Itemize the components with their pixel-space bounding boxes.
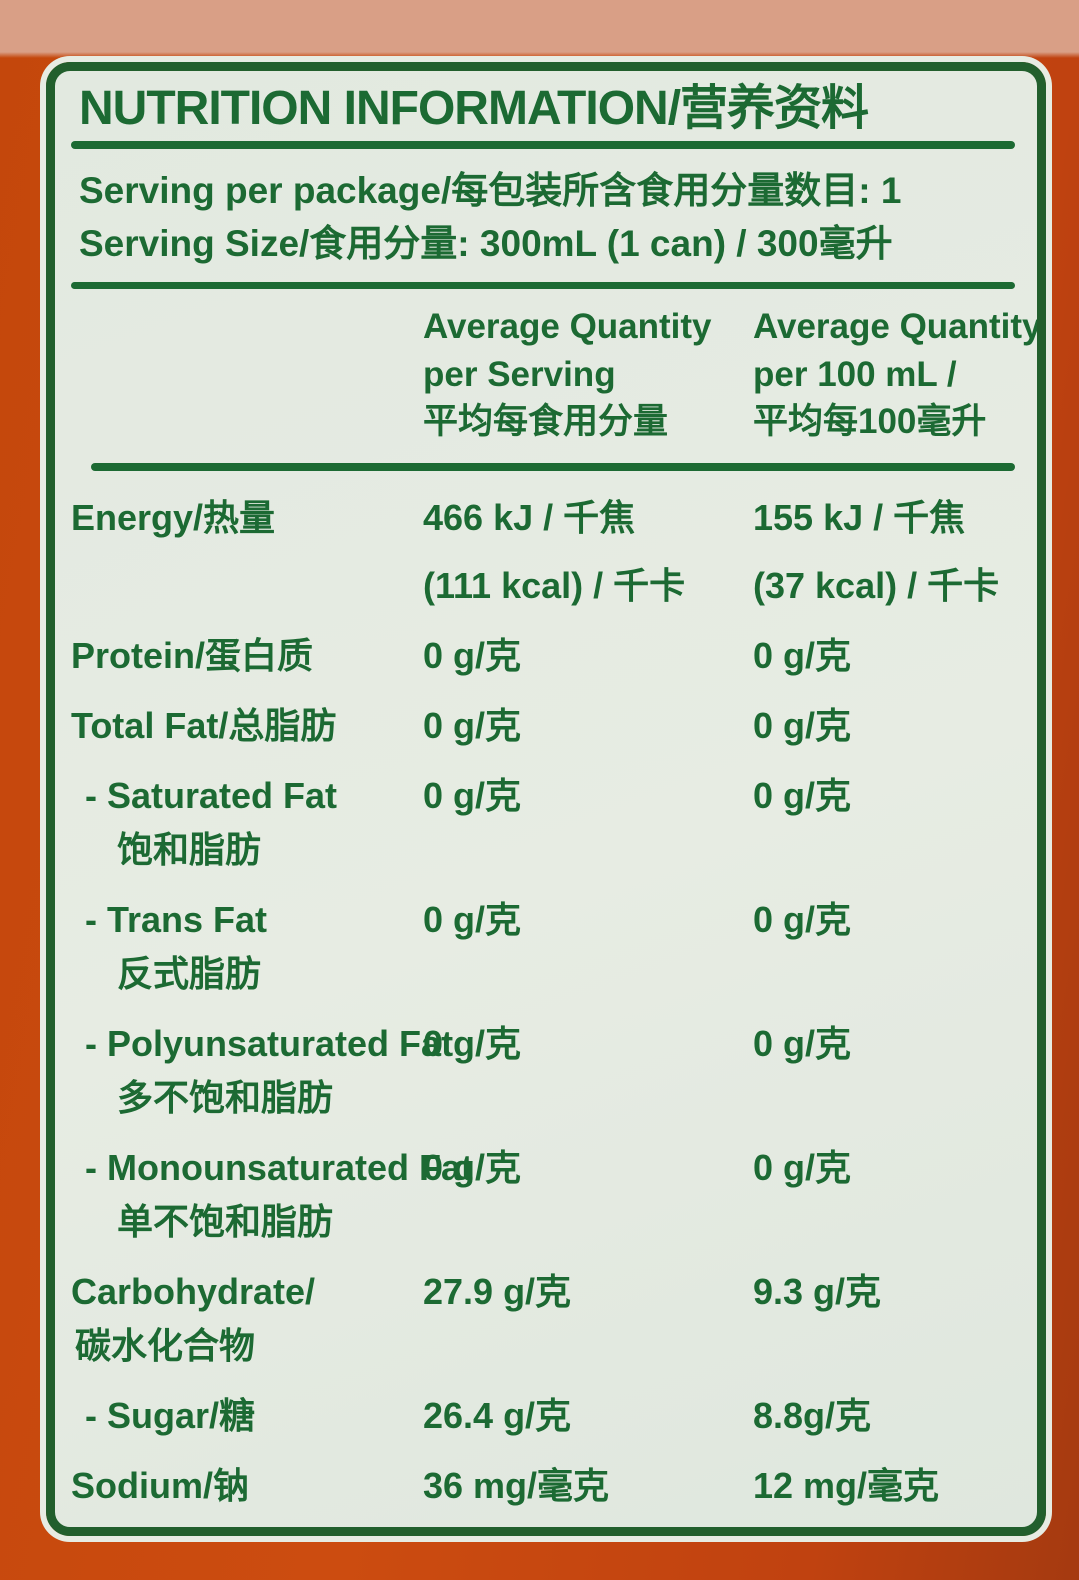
value-per-serving: 0 g/克 <box>423 705 522 746</box>
section-divider-columns <box>91 463 1015 471</box>
value-per-100ml: 0 g/克 <box>753 635 852 676</box>
column-header-per-100ml: Average Quantity per 100 mL / 平均每100毫升 <box>753 303 1042 445</box>
row-label-chinese: 碳水化合物 <box>75 1325 256 1366</box>
value-per-100ml: 0 g/克 <box>753 899 852 940</box>
table-row-saturated-fat: - Saturated Fat 饱和脂肪 0 g/克 0 g/克 <box>71 769 1015 877</box>
value-per-serving: 0 g/克 <box>423 1147 522 1188</box>
table-row-protein: Protein/蛋白质 0 g/克 0 g/克 <box>71 629 1015 683</box>
serving-size: Serving Size/食用分量: 300mL (1 can) / 300毫升 <box>79 222 893 264</box>
row-label: - Trans Fat <box>85 899 268 940</box>
row-label: - Monounsaturated Fat <box>85 1147 473 1188</box>
row-label-chinese: 多不饱和脂肪 <box>117 1077 334 1118</box>
row-label: Protein/蛋白质 <box>71 635 314 676</box>
column-header-line: per Serving <box>423 354 616 394</box>
value-per-100ml: 0 g/克 <box>753 1023 852 1064</box>
table-row-trans-fat: - Trans Fat 反式脂肪 0 g/克 0 g/克 <box>71 893 1015 1001</box>
value-per-serving: 27.9 g/克 <box>423 1271 572 1312</box>
table-row-carbohydrate: Carbohydrate/ 碳水化合物 27.9 g/克 9.3 g/克 <box>71 1265 1015 1373</box>
row-label: - Saturated Fat <box>85 775 338 816</box>
value-line: 466 kJ / 千焦 <box>423 497 636 538</box>
row-label: Sodium/钠 <box>71 1465 249 1506</box>
row-label-chinese: 饱和脂肪 <box>117 829 262 870</box>
row-label: - Polyunsaturated Fat <box>85 1023 454 1064</box>
row-label: - Sugar/糖 <box>85 1395 256 1436</box>
value-per-serving: 0 g/克 <box>423 1023 522 1064</box>
column-header-line: Average Quantity <box>753 307 1042 347</box>
value-per-serving: 0 g/克 <box>423 899 522 940</box>
value-per-serving: 466 kJ / 千焦 (111 kcal) / 千卡 <box>423 491 753 613</box>
row-label: Carbohydrate/ <box>71 1271 316 1312</box>
column-header-spacer <box>71 303 423 445</box>
serving-info: Serving per package/每包装所含食用分量数目: 1 Servi… <box>71 165 1015 270</box>
table-row-sodium: Sodium/钠 36 mg/毫克 12 mg/毫克 <box>71 1459 1015 1513</box>
column-header-line: 平均每100毫升 <box>753 401 987 441</box>
serving-per-package: Serving per package/每包装所含食用分量数目: 1 <box>79 170 902 212</box>
row-label: Total Fat/总脂肪 <box>71 705 337 746</box>
column-header-line: Average Quantity <box>423 307 712 347</box>
value-per-100ml: 8.8g/克 <box>753 1395 872 1436</box>
section-divider-top <box>71 282 1015 290</box>
value-per-100ml: 155 kJ / 千焦 (37 kcal) / 千卡 <box>753 491 1015 613</box>
value-per-100ml: 0 g/克 <box>753 775 852 816</box>
nutrition-label: NUTRITION INFORMATION/营养资料 Serving per p… <box>46 62 1046 1536</box>
column-header-per-serving: Average Quantity per Serving 平均每食用分量 <box>423 303 753 445</box>
value-per-serving: 0 g/克 <box>423 775 522 816</box>
value-per-100ml: 0 g/克 <box>753 1147 852 1188</box>
column-header-line: per 100 mL / <box>753 354 957 394</box>
table-row-energy: Energy/热量 466 kJ / 千焦 (111 kcal) / 千卡 15… <box>71 491 1015 613</box>
value-line-kcal: (37 kcal) / 千卡 <box>753 565 1000 606</box>
value-per-100ml: 12 mg/毫克 <box>753 1465 940 1506</box>
table-row-total-fat: Total Fat/总脂肪 0 g/克 0 g/克 <box>71 699 1015 753</box>
row-label: Energy/热量 <box>71 497 276 538</box>
table-row-monounsaturated-fat: - Monounsaturated Fat 单不饱和脂肪 0 g/克 0 g/克 <box>71 1141 1015 1249</box>
column-header-line: 平均每食用分量 <box>423 401 669 441</box>
row-label-chinese: 单不饱和脂肪 <box>117 1201 334 1242</box>
value-line-kcal: (111 kcal) / 千卡 <box>423 565 686 606</box>
value-per-100ml: 0 g/克 <box>753 705 852 746</box>
column-headers: Average Quantity per Serving 平均每食用分量 Ave… <box>71 303 1037 445</box>
value-per-serving: 26.4 g/克 <box>423 1395 572 1436</box>
value-line: 155 kJ / 千焦 <box>753 497 966 538</box>
value-per-serving: 36 mg/毫克 <box>423 1465 610 1506</box>
title-underline <box>71 141 1015 150</box>
row-label-chinese: 反式脂肪 <box>117 953 262 994</box>
label-title: NUTRITION INFORMATION/营养资料 <box>79 82 869 135</box>
nutrition-table: Energy/热量 466 kJ / 千焦 (111 kcal) / 千卡 15… <box>71 491 1015 1513</box>
value-per-100ml: 9.3 g/克 <box>753 1271 882 1312</box>
table-row-polyunsaturated-fat: - Polyunsaturated Fat 多不饱和脂肪 0 g/克 0 g/克 <box>71 1017 1015 1125</box>
value-per-serving: 0 g/克 <box>423 635 522 676</box>
table-row-sugar: - Sugar/糖 26.4 g/克 8.8g/克 <box>71 1389 1015 1443</box>
